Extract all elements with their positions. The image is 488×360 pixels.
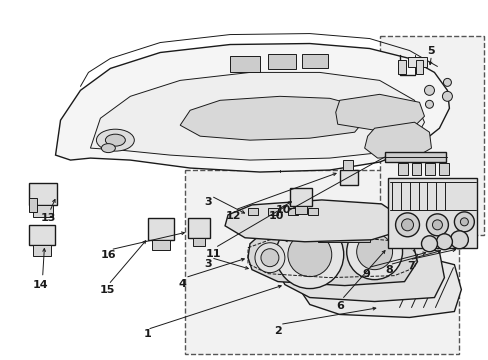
Polygon shape	[277, 237, 444, 302]
Circle shape	[449, 231, 468, 249]
Bar	[152, 240, 170, 250]
Bar	[387, 178, 476, 248]
Circle shape	[287, 233, 331, 276]
Bar	[289, 188, 311, 206]
Text: 10: 10	[268, 211, 283, 221]
Circle shape	[459, 218, 468, 226]
Bar	[287, 208, 297, 215]
Circle shape	[431, 220, 442, 230]
Text: 5: 5	[427, 45, 434, 55]
Circle shape	[254, 243, 285, 273]
Bar	[425, 163, 435, 175]
Bar	[407, 58, 427, 67]
Text: 8: 8	[385, 265, 393, 275]
Text: 6: 6	[335, 301, 343, 311]
Text: 12: 12	[225, 211, 240, 221]
Bar	[411, 163, 421, 175]
Circle shape	[346, 224, 402, 280]
Text: 1: 1	[143, 329, 151, 339]
Text: 11: 11	[205, 249, 221, 259]
Bar	[29, 183, 57, 205]
Text: 13: 13	[41, 213, 56, 223]
Ellipse shape	[105, 134, 125, 146]
Circle shape	[453, 212, 473, 232]
Polygon shape	[335, 94, 424, 130]
Circle shape	[424, 85, 433, 95]
Bar	[267, 208, 277, 215]
Ellipse shape	[96, 129, 134, 151]
Polygon shape	[56, 44, 448, 172]
Bar	[317, 228, 369, 242]
Circle shape	[401, 219, 413, 231]
Bar	[193, 238, 204, 246]
Polygon shape	[299, 252, 461, 318]
Text: 3: 3	[204, 197, 211, 207]
Polygon shape	[224, 200, 399, 242]
Circle shape	[395, 213, 419, 237]
Bar	[439, 163, 448, 175]
Text: 16: 16	[101, 250, 116, 260]
Bar	[339, 170, 357, 185]
Circle shape	[426, 214, 447, 236]
Bar	[301, 54, 327, 68]
Text: 4: 4	[178, 279, 186, 289]
Bar	[267, 54, 295, 69]
Ellipse shape	[101, 144, 115, 153]
Bar	[33, 245, 50, 256]
Circle shape	[442, 91, 451, 101]
Bar	[33, 205, 52, 217]
Bar	[397, 163, 407, 175]
Polygon shape	[364, 122, 430, 158]
Bar	[229, 57, 260, 72]
Bar	[415, 60, 423, 75]
Circle shape	[425, 100, 432, 108]
Bar	[294, 206, 306, 214]
Text: 2: 2	[273, 327, 281, 336]
Circle shape	[261, 249, 278, 267]
Text: 10: 10	[275, 205, 291, 215]
Text: 14: 14	[33, 280, 48, 289]
Polygon shape	[180, 96, 364, 140]
Bar	[29, 225, 55, 245]
Text: 7: 7	[407, 261, 414, 271]
Circle shape	[436, 234, 451, 250]
Circle shape	[421, 236, 437, 252]
Circle shape	[275, 221, 343, 289]
Text: 9: 9	[362, 269, 370, 279]
Text: 15: 15	[100, 284, 115, 294]
Polygon shape	[90, 72, 424, 160]
Bar	[188, 218, 210, 238]
Bar	[148, 218, 174, 240]
Bar	[379, 36, 483, 235]
Bar	[307, 208, 317, 215]
Bar	[397, 60, 405, 75]
Bar	[342, 160, 352, 170]
Circle shape	[443, 78, 450, 86]
Bar	[247, 208, 258, 215]
Text: 3: 3	[204, 259, 211, 269]
Bar	[185, 170, 458, 354]
Bar	[29, 198, 37, 212]
Circle shape	[356, 234, 392, 270]
Polygon shape	[247, 222, 417, 285]
Bar	[384, 152, 446, 162]
